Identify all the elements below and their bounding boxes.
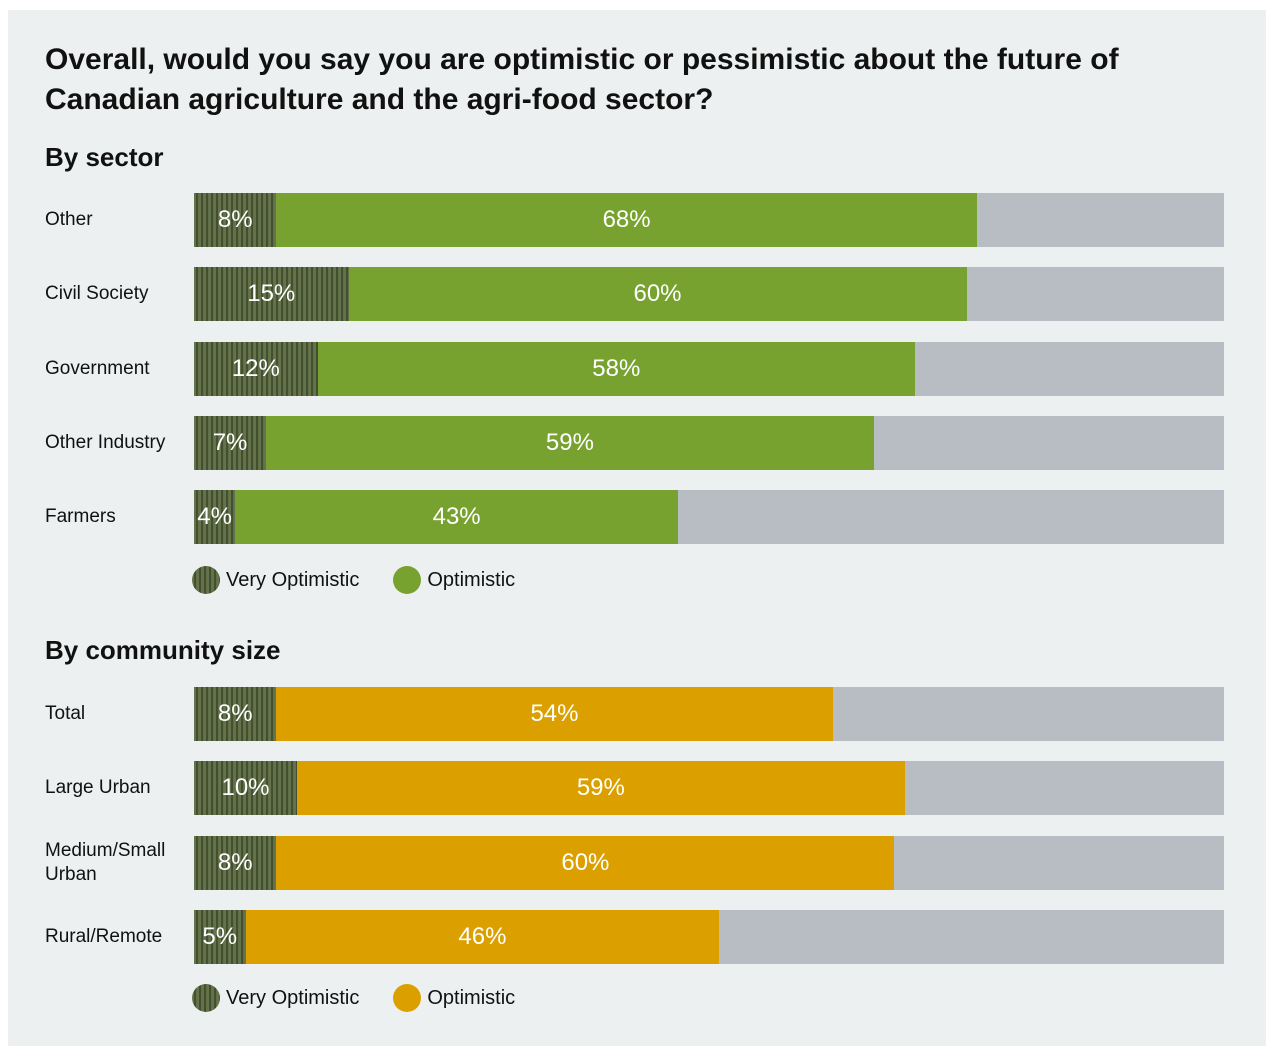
bar-track: 4% 43% xyxy=(194,490,1224,545)
value-label: 60% xyxy=(633,280,682,308)
bar-segment xyxy=(194,267,349,322)
legend-item: Optimistic xyxy=(393,566,515,594)
bar-segment xyxy=(194,193,277,247)
bar-segment xyxy=(235,490,679,545)
section-title: By community size xyxy=(45,635,281,665)
legend: Very Optimistic Optimistic xyxy=(192,566,549,594)
value-label: 8% xyxy=(217,700,253,727)
legend-label: Optimistic xyxy=(427,568,516,591)
bar-segment xyxy=(276,687,833,741)
legend-label: Very Optimistic xyxy=(226,986,360,1009)
value-label: 12% xyxy=(231,354,280,382)
value-label: 46% xyxy=(458,922,507,950)
category-label: Medium/Small Urban xyxy=(45,839,166,885)
legend-label: Very Optimistic xyxy=(226,568,360,591)
value-label: 58% xyxy=(592,354,641,382)
bar-segment xyxy=(245,909,720,964)
value-label: 68% xyxy=(602,206,651,233)
category-label: Farmers xyxy=(45,506,116,528)
bar-track: 15% 60% xyxy=(194,267,1224,322)
value-label: 43% xyxy=(432,503,481,531)
bar-track: 7% 59% xyxy=(194,415,1224,470)
chart-title: Overall, would you say you are optimisti… xyxy=(45,43,1119,116)
legend-label: Optimistic xyxy=(427,986,516,1009)
bar-segment xyxy=(317,341,915,396)
bar-segment xyxy=(194,761,297,816)
bar-segment xyxy=(297,761,905,816)
legend: Very Optimistic Optimistic xyxy=(192,984,549,1012)
bar-segment xyxy=(194,687,277,741)
bar-track: 12% 58% xyxy=(194,341,1224,396)
bar-track: 5% 46% xyxy=(194,909,1224,964)
value-label: 10% xyxy=(221,774,270,802)
legend-swatch xyxy=(393,566,422,594)
bar-segment xyxy=(276,835,895,890)
category-label: Total xyxy=(45,703,86,724)
value-label: 5% xyxy=(202,922,238,950)
bar-segment xyxy=(348,267,967,322)
legend-item: Very Optimistic xyxy=(192,984,359,1012)
value-label: 8% xyxy=(217,848,253,876)
legend-swatch xyxy=(393,984,422,1012)
bar-track: 8% 60% xyxy=(194,835,1224,890)
bar-segment xyxy=(194,341,318,396)
bar-segment xyxy=(194,835,277,890)
legend-item: Very Optimistic xyxy=(192,566,359,594)
value-label: 7% xyxy=(212,428,248,456)
bar-segment xyxy=(194,909,246,964)
value-label: 59% xyxy=(576,774,625,802)
value-label: 60% xyxy=(561,848,610,876)
legend-swatch xyxy=(192,566,220,594)
category-label: Civil Society xyxy=(45,283,149,305)
bar-segment xyxy=(276,193,977,247)
value-label: 54% xyxy=(530,700,579,727)
category-label: Rural/Remote xyxy=(45,925,163,947)
bar-segment xyxy=(194,415,267,470)
value-label: 4% xyxy=(197,503,232,531)
bar-segment xyxy=(194,490,236,545)
legend-item: Optimistic xyxy=(393,984,515,1012)
bar-track: 8% 68% xyxy=(194,193,1224,247)
category-label: Other xyxy=(45,209,93,230)
value-label: 59% xyxy=(545,428,594,456)
category-label: Large Urban xyxy=(45,777,151,799)
bar-track: 8% 54% xyxy=(194,687,1224,741)
category-label: Other Industry xyxy=(45,431,166,453)
section-title: By sector xyxy=(45,142,164,172)
legend-swatch xyxy=(192,984,220,1012)
bar-segment xyxy=(266,415,874,470)
value-label: 15% xyxy=(247,280,296,308)
value-label: 8% xyxy=(217,206,253,233)
category-label: Government xyxy=(45,357,150,379)
bar-track: 10% 59% xyxy=(194,761,1224,816)
